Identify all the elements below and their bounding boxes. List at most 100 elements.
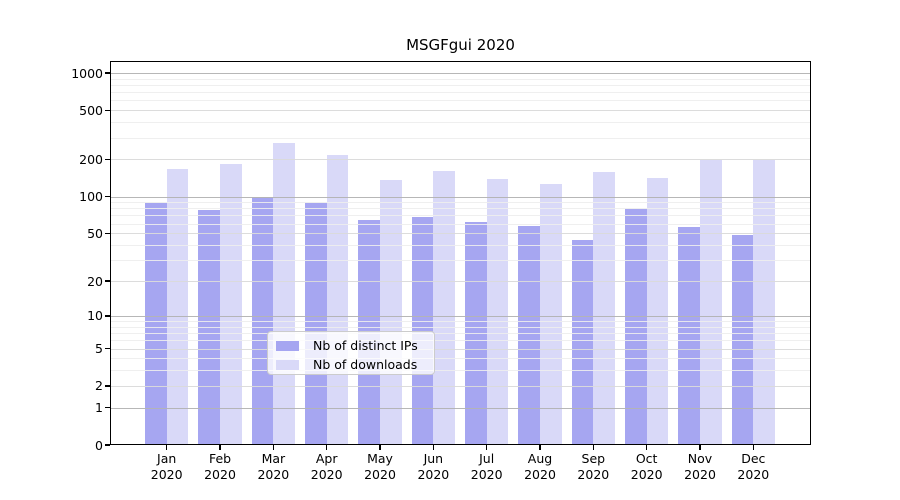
x-axis-tick bbox=[272, 445, 275, 450]
bar-distinct-ips-jan bbox=[144, 203, 167, 445]
gridline bbox=[110, 315, 811, 317]
gridline bbox=[110, 122, 811, 124]
x-tick-label: Jul 2020 bbox=[470, 451, 503, 482]
gridline bbox=[110, 215, 811, 217]
x-tick-label: May 2020 bbox=[364, 451, 396, 482]
x-tick-label: Jan 2020 bbox=[150, 451, 183, 482]
bar-downloads-dec bbox=[753, 160, 776, 445]
gridline bbox=[110, 78, 811, 80]
gridline bbox=[110, 260, 811, 262]
x-axis-tick bbox=[219, 445, 221, 450]
x-tick-label: Sep 2020 bbox=[577, 451, 610, 482]
y-tick-label: 200 bbox=[79, 151, 103, 167]
y-axis-tick bbox=[105, 72, 110, 74]
bar-downloads-nov bbox=[700, 160, 722, 445]
bar-downloads-jul bbox=[486, 179, 509, 445]
gridline bbox=[110, 208, 811, 210]
gridline bbox=[110, 333, 811, 335]
y-tick-label: 0 bbox=[95, 437, 103, 453]
gridline bbox=[110, 385, 811, 387]
gridline bbox=[110, 202, 811, 204]
bar-distinct-ips-apr bbox=[304, 202, 327, 445]
gridline bbox=[110, 233, 811, 235]
legend-label-distinct-ips: Nb of distinct IPs bbox=[313, 338, 418, 353]
legend-label-downloads: Nb of downloads bbox=[313, 357, 418, 372]
x-tick-label: Jun 2020 bbox=[417, 451, 450, 482]
legend-swatch-distinct-ips bbox=[276, 341, 299, 351]
y-axis-tick bbox=[105, 406, 110, 409]
gridline bbox=[110, 281, 811, 283]
bar-distinct-ips-dec bbox=[731, 235, 754, 445]
bar-downloads-jun bbox=[433, 171, 456, 445]
y-axis-tick bbox=[105, 195, 110, 198]
y-tick-label: 5 bbox=[95, 341, 103, 357]
x-axis-tick bbox=[699, 445, 701, 450]
bar-downloads-jan bbox=[166, 169, 189, 445]
bar-distinct-ips-aug bbox=[518, 226, 540, 445]
gridline bbox=[110, 407, 811, 409]
y-axis-tick bbox=[105, 315, 110, 317]
x-tick-label: Oct 2020 bbox=[630, 451, 663, 482]
gridline bbox=[110, 223, 811, 225]
y-tick-label: 500 bbox=[79, 102, 103, 118]
y-tick-label: 100 bbox=[79, 189, 103, 204]
y-tick-label: 10 bbox=[87, 308, 103, 324]
chart-title: MSGFgui 2020 bbox=[406, 36, 515, 54]
y-tick-label: 1 bbox=[95, 400, 103, 416]
gridline bbox=[110, 348, 811, 350]
x-tick-label: Aug 2020 bbox=[524, 451, 556, 482]
bar-downloads-sep bbox=[593, 172, 616, 445]
x-tick-label: Apr 2020 bbox=[310, 451, 343, 482]
y-axis-tick bbox=[105, 232, 110, 234]
gridline bbox=[110, 110, 811, 112]
legend-item-downloads: Nb of downloads bbox=[276, 357, 426, 373]
gridline bbox=[110, 326, 811, 328]
bar-downloads-may bbox=[380, 180, 402, 445]
x-axis-tick bbox=[485, 445, 488, 450]
legend-swatch-downloads bbox=[276, 360, 299, 370]
y-axis-tick bbox=[105, 280, 110, 282]
gridline bbox=[110, 358, 811, 360]
gridline bbox=[110, 370, 811, 372]
bar-downloads-feb bbox=[220, 163, 242, 445]
x-axis-tick bbox=[432, 445, 435, 450]
gridline bbox=[110, 196, 811, 198]
gridline bbox=[110, 85, 811, 86]
x-axis-tick bbox=[645, 445, 648, 450]
y-tick-label: 2 bbox=[95, 378, 103, 394]
legend-item-distinct-ips: Nb of distinct IPs bbox=[276, 338, 426, 354]
bar-distinct-ips-mar bbox=[251, 196, 274, 445]
x-axis-tick bbox=[166, 445, 168, 450]
x-axis-tick bbox=[752, 445, 755, 450]
x-axis-tick bbox=[539, 445, 541, 450]
x-tick-label: Nov 2020 bbox=[684, 451, 716, 482]
bar-distinct-ips-sep bbox=[571, 240, 594, 445]
gridline bbox=[110, 92, 811, 94]
bar-downloads-aug bbox=[540, 184, 562, 445]
gridline bbox=[110, 340, 811, 342]
bar-downloads-oct bbox=[646, 177, 669, 445]
legend: Nb of distinct IPs Nb of downloads bbox=[267, 331, 435, 375]
y-tick-label: 50 bbox=[87, 225, 103, 241]
x-axis-tick bbox=[325, 445, 328, 450]
x-tick-label: Feb 2020 bbox=[204, 451, 236, 482]
bar-downloads-apr bbox=[326, 154, 349, 445]
bar-downloads-mar bbox=[273, 143, 296, 445]
y-axis-tick bbox=[105, 385, 110, 387]
plot-area bbox=[110, 61, 811, 445]
gridline bbox=[110, 245, 811, 247]
y-axis-tick bbox=[105, 444, 110, 446]
gridline bbox=[110, 73, 811, 74]
y-axis-tick bbox=[105, 347, 110, 350]
gridline bbox=[110, 159, 811, 161]
x-tick-label: Dec 2020 bbox=[737, 451, 770, 482]
x-axis-tick bbox=[592, 445, 595, 450]
y-tick-label: 1000 bbox=[71, 65, 103, 81]
y-tick-label: 20 bbox=[87, 273, 103, 289]
y-axis-tick bbox=[105, 158, 110, 161]
gridline bbox=[110, 137, 811, 139]
x-axis-tick bbox=[379, 445, 381, 450]
gridline bbox=[110, 321, 811, 323]
gridline bbox=[110, 100, 811, 102]
